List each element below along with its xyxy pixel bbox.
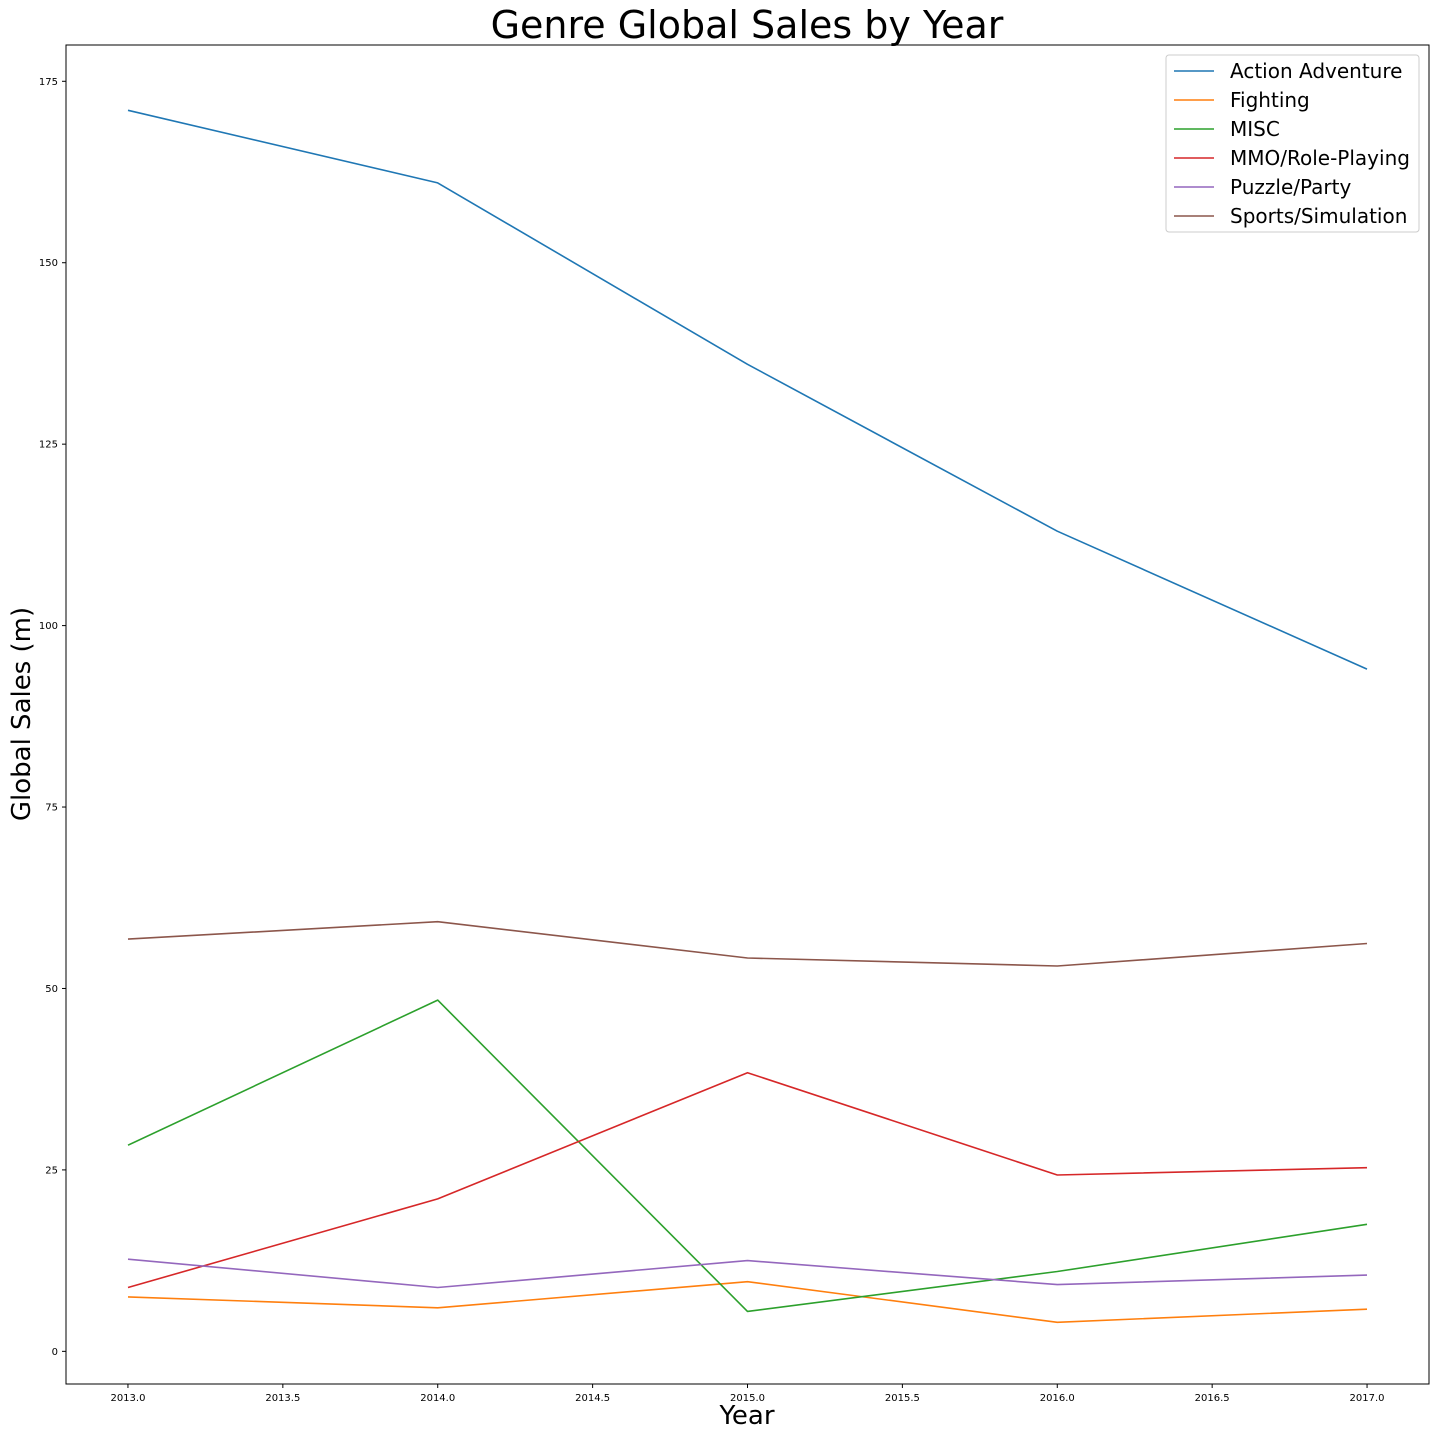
- chart-legend: Action Adventure Fighting MISC MMO/Role-Pla…: [1165, 54, 1420, 233]
- legend-box: [1165, 54, 1420, 233]
- x-tick-label-0: 2013.0: [110, 1393, 145, 1404]
- x-axis-title: Year: [718, 1401, 774, 1431]
- y-tick-label-7: 175: [39, 77, 58, 88]
- x-tick-label-8: 2017.0: [1350, 1393, 1385, 1404]
- x-tick-label-6: 2016.0: [1040, 1393, 1075, 1404]
- series-line-5: [127, 920, 1368, 967]
- y-tick-label-3: 75: [45, 803, 58, 814]
- plot-frame: [65, 44, 1430, 1385]
- legend-label-4: Puzzle/Party: [1230, 175, 1351, 199]
- series-line-2: [127, 999, 1368, 1313]
- y-tick-label-0: 0: [52, 1347, 58, 1358]
- series-line-1: [127, 1280, 1368, 1324]
- y-tick-label-2: 50: [45, 984, 58, 995]
- y-tick-label-5: 125: [39, 440, 58, 451]
- legend-label-0: Action Adventure: [1230, 59, 1402, 83]
- legend-label-2: MISC: [1230, 117, 1280, 141]
- x-tick-label-1: 2013.5: [265, 1393, 300, 1404]
- legend-label-3: MMO/Role-Playing: [1230, 146, 1410, 170]
- legend-label-5: Sports/Simulation: [1230, 204, 1407, 228]
- y-tick-label-6: 150: [39, 258, 58, 269]
- y-axis-title: Global Sales (m): [7, 607, 37, 821]
- series-line-0: [127, 109, 1368, 670]
- x-tick-label-4: 2015.0: [730, 1393, 765, 1404]
- x-tick-label-5: 2015.5: [885, 1393, 920, 1404]
- x-tick-label-2: 2014.0: [420, 1393, 455, 1404]
- x-tick-label-7: 2016.5: [1195, 1393, 1230, 1404]
- y-tick-label-4: 100: [39, 621, 58, 632]
- y-tick-label-1: 25: [45, 1165, 58, 1176]
- plot-area: 2013.0 2013.5 2014.0 2014.5 2015.0 2015.5 2016…: [39, 44, 1430, 1404]
- series-line-4: [127, 1258, 1368, 1289]
- x-tick-label-3: 2014.5: [575, 1393, 610, 1404]
- legend-label-1: Fighting: [1230, 88, 1310, 112]
- chart-title: Genre Global Sales by Year: [491, 3, 1004, 47]
- series-line-3: [127, 1071, 1368, 1289]
